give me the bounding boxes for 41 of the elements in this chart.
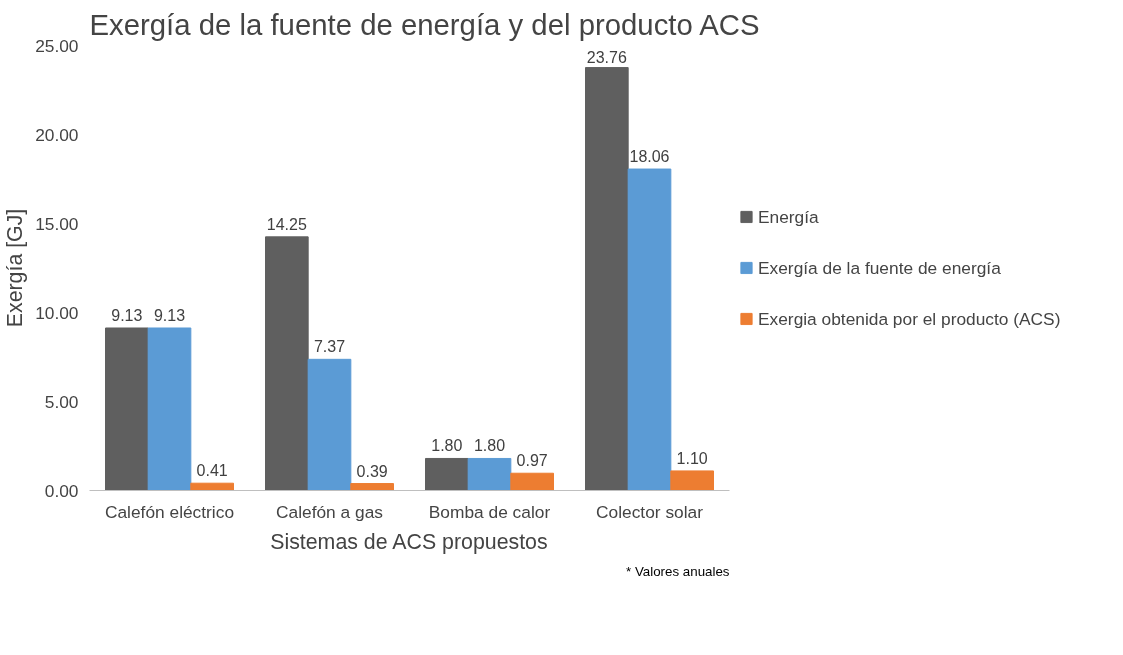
legend-label: Exergía de la fuente de energía xyxy=(758,257,1001,278)
x-tick-label: Colector solar xyxy=(596,501,704,522)
x-tick-label: Bomba de calor xyxy=(428,501,551,522)
y-tick-label: 15.00 xyxy=(35,213,79,234)
bar xyxy=(147,327,192,491)
data-label: 1.10 xyxy=(676,449,708,467)
data-label: 9.13 xyxy=(153,306,186,324)
x-tick-label: Calefón a gas xyxy=(276,501,384,522)
x-axis-title: Sistemas de ACS propuestos xyxy=(270,529,548,554)
bar xyxy=(190,482,234,491)
y-tick-label: 10.00 xyxy=(35,302,79,323)
data-label: 0.41 xyxy=(196,462,228,480)
bar xyxy=(627,168,672,491)
data-label: 7.37 xyxy=(313,338,346,356)
bar xyxy=(350,483,394,491)
chart-title: Exergía de la fuente de energía y del producto ACS xyxy=(89,7,760,41)
y-tick-label: 0.00 xyxy=(44,480,79,501)
x-tick-label: Calefón eléctrico xyxy=(104,501,235,522)
bar xyxy=(670,470,714,491)
y-tick-label: 5.00 xyxy=(44,391,79,412)
y-axis-title: Exergía [GJ] xyxy=(3,208,28,328)
y-tick-label: 20.00 xyxy=(35,124,79,145)
data-label: 1.80 xyxy=(473,437,506,455)
bar xyxy=(307,358,352,491)
y-tick-label: 25.00 xyxy=(35,35,79,56)
data-label: 18.06 xyxy=(629,148,670,166)
data-label: 9.13 xyxy=(111,306,143,324)
data-label: 1.80 xyxy=(431,437,463,455)
bar xyxy=(425,457,469,491)
data-label: 23.76 xyxy=(586,48,627,66)
bar xyxy=(467,457,512,491)
bar xyxy=(510,472,554,491)
bar xyxy=(105,327,149,491)
legend-label: Exergia obtenida por el producto (ACS) xyxy=(758,308,1061,329)
legend-label: Energía xyxy=(758,206,819,227)
bar xyxy=(265,236,309,491)
data-label: 14.25 xyxy=(266,215,307,233)
data-label: 0.97 xyxy=(516,452,548,470)
bar xyxy=(585,67,629,491)
data-label: 0.39 xyxy=(356,462,388,480)
text: * Valores anuales xyxy=(626,563,730,579)
